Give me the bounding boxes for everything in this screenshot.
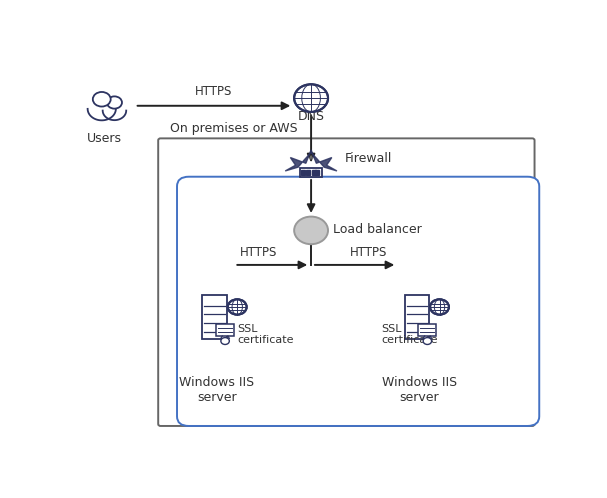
- Circle shape: [430, 299, 449, 315]
- FancyBboxPatch shape: [216, 324, 234, 336]
- Bar: [307, 170, 310, 175]
- FancyBboxPatch shape: [202, 295, 227, 339]
- Bar: [301, 170, 305, 175]
- Circle shape: [228, 299, 246, 315]
- FancyBboxPatch shape: [158, 138, 535, 426]
- Text: Windows IIS
server: Windows IIS server: [382, 376, 457, 404]
- Polygon shape: [299, 156, 323, 167]
- Text: HTTPS: HTTPS: [350, 246, 387, 259]
- Text: Firewall: Firewall: [345, 152, 392, 165]
- Circle shape: [107, 97, 122, 109]
- Bar: [315, 170, 319, 175]
- FancyBboxPatch shape: [418, 324, 436, 336]
- FancyBboxPatch shape: [177, 177, 539, 426]
- Bar: [311, 170, 316, 175]
- Text: On premises or AWS: On premises or AWS: [170, 122, 297, 134]
- Text: DNS: DNS: [297, 111, 325, 124]
- Circle shape: [93, 92, 110, 107]
- Text: SSL
certificate: SSL certificate: [237, 324, 294, 345]
- FancyBboxPatch shape: [405, 295, 429, 339]
- Circle shape: [423, 338, 432, 345]
- Circle shape: [294, 84, 328, 112]
- Text: Users: Users: [87, 132, 121, 145]
- Text: Windows IIS
server: Windows IIS server: [180, 376, 254, 404]
- Text: SSL
certificate: SSL certificate: [382, 324, 438, 345]
- Text: HTTPS: HTTPS: [195, 85, 232, 98]
- Text: HTTPS: HTTPS: [240, 246, 277, 259]
- Polygon shape: [285, 150, 337, 171]
- Text: Load balancer: Load balancer: [333, 223, 421, 236]
- Circle shape: [221, 338, 229, 345]
- Circle shape: [294, 217, 328, 244]
- FancyBboxPatch shape: [300, 167, 322, 177]
